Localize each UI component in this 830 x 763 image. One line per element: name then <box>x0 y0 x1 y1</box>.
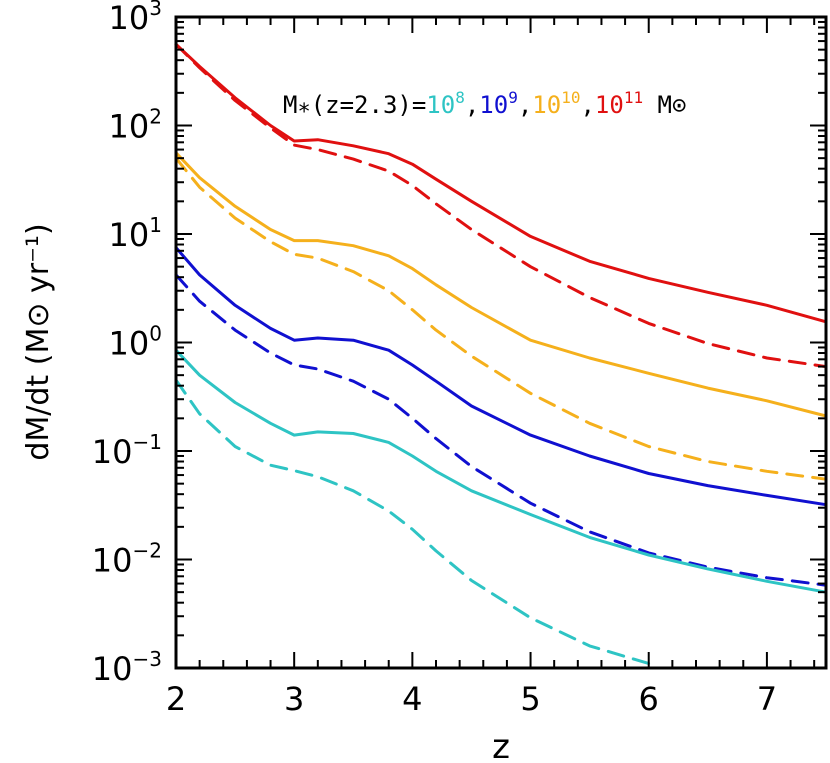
x-tick-label: 2 <box>166 680 186 718</box>
y-tick-label: 100 <box>109 322 162 363</box>
x-axis-label: z <box>492 727 510 763</box>
x-tick-label: 3 <box>284 680 304 718</box>
ticks-layer <box>175 16 826 669</box>
y-tick-label: 10−1 <box>92 430 162 471</box>
y-tick-label: 10−2 <box>92 539 162 580</box>
legend: M*(z=2.3)=108,109,1010,1011 M⊙ <box>283 88 686 125</box>
x-tick-label: 5 <box>520 680 540 718</box>
legend-text: M*(z=2.3)=108,109,1010,1011 M⊙ <box>283 88 686 125</box>
y-tick-label: 103 <box>109 0 162 37</box>
y-tick-label: 10−3 <box>92 647 162 688</box>
x-tick-labels: 2 3 4 5 6 7 <box>166 680 777 718</box>
series-line-1e9-dashed <box>174 273 828 587</box>
y-tick-label: 102 <box>109 105 162 146</box>
y-axis-label: dM/dt (M⊙ yr⁻¹) <box>21 223 56 460</box>
x-tick-label: 7 <box>757 680 777 718</box>
series-line-1e8-solid <box>174 348 828 594</box>
series-line-1e10-solid <box>174 151 828 418</box>
y-tick-label: 101 <box>109 213 162 254</box>
series-line-1e11-solid <box>174 42 828 324</box>
series-line-1e11-dashed <box>174 42 828 369</box>
x-tick-label: 4 <box>402 680 422 718</box>
x-tick-label: 6 <box>639 680 659 718</box>
series-layer <box>174 42 828 665</box>
y-tick-labels: 103 102 101 100 10−1 10−2 10−3 <box>92 0 162 688</box>
series-line-1e10-dashed <box>174 156 828 481</box>
series-line-1e8-dashed <box>174 378 651 665</box>
series-line-1e9-solid <box>174 246 828 507</box>
